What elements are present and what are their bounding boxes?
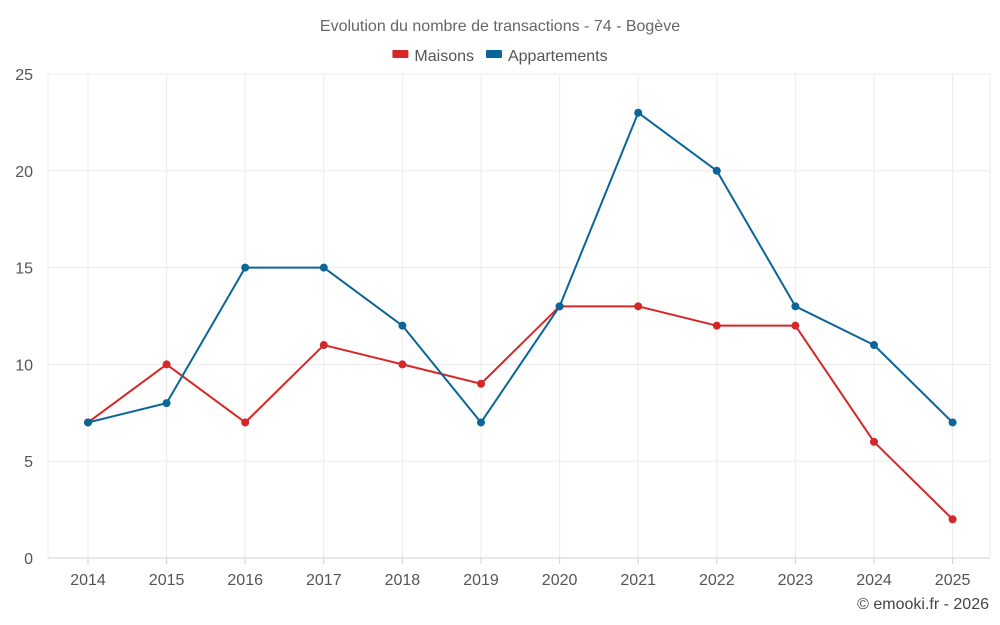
credit-text: © emooki.fr - 2026 — [857, 596, 989, 613]
y-tick-label: 10 — [15, 357, 33, 374]
x-tick-label: 2015 — [149, 572, 185, 589]
data-point[interactable] — [477, 379, 485, 388]
x-tick-label: 2017 — [306, 572, 342, 589]
x-tick-label: 2023 — [778, 572, 814, 589]
gridlines — [47, 73, 991, 558]
legend: Maisons Appartements — [392, 48, 608, 65]
x-tick-label: 2019 — [463, 572, 499, 589]
data-point[interactable] — [870, 341, 878, 350]
data-point[interactable] — [791, 321, 800, 330]
data-point[interactable] — [477, 418, 485, 427]
y-tick-label: 25 — [15, 67, 33, 84]
legend-item-appartements[interactable]: Appartements — [485, 48, 608, 65]
series-line-appartements — [87, 111, 954, 424]
data-point[interactable] — [634, 108, 643, 117]
data-point[interactable] — [162, 399, 171, 408]
data-point[interactable] — [241, 263, 250, 272]
y-axis: 0 5 10 15 20 25 — [15, 67, 33, 568]
data-point[interactable] — [319, 341, 328, 350]
data-point[interactable] — [791, 302, 800, 311]
data-point[interactable] — [634, 302, 643, 311]
legend-label: Maisons — [414, 48, 474, 65]
x-tick-label: 2024 — [856, 572, 892, 589]
data-point[interactable] — [712, 321, 721, 330]
legend-item-maisons[interactable]: Maisons — [392, 48, 474, 65]
data-point[interactable] — [319, 263, 328, 272]
data-point[interactable] — [948, 418, 957, 427]
y-tick-label: 20 — [15, 164, 33, 181]
data-point[interactable] — [555, 302, 564, 311]
x-tick-label: 2020 — [542, 572, 578, 589]
series-maisons — [84, 302, 957, 524]
chart-title: Evolution du nombre de transactions - 74… — [320, 18, 680, 35]
data-point[interactable] — [398, 360, 407, 369]
series-layer — [84, 108, 957, 524]
x-axis: 2014 2015 2016 2017 2018 2019 2020 2021 2022 2023… — [48, 557, 990, 589]
x-tick-label: 2022 — [699, 572, 735, 589]
data-point[interactable] — [241, 418, 250, 427]
x-tick-label: 2014 — [70, 572, 106, 589]
y-tick-label: 5 — [24, 454, 33, 471]
x-tick-label: 2016 — [227, 572, 263, 589]
data-point[interactable] — [84, 418, 92, 427]
data-point[interactable] — [870, 437, 878, 446]
series-appartements — [84, 108, 957, 427]
series-line-maisons — [87, 305, 954, 521]
legend-swatch — [485, 50, 502, 58]
y-tick-label: 15 — [15, 261, 33, 278]
data-point[interactable] — [398, 321, 407, 330]
y-tick-label: 0 — [24, 551, 33, 568]
data-point[interactable] — [712, 166, 721, 175]
legend-swatch — [392, 50, 409, 58]
x-tick-label: 2021 — [620, 572, 656, 589]
data-point[interactable] — [162, 360, 171, 369]
x-tick-label: 2025 — [935, 572, 971, 589]
legend-label: Appartements — [508, 48, 608, 65]
data-point[interactable] — [948, 515, 957, 524]
x-tick-label: 2018 — [385, 572, 421, 589]
